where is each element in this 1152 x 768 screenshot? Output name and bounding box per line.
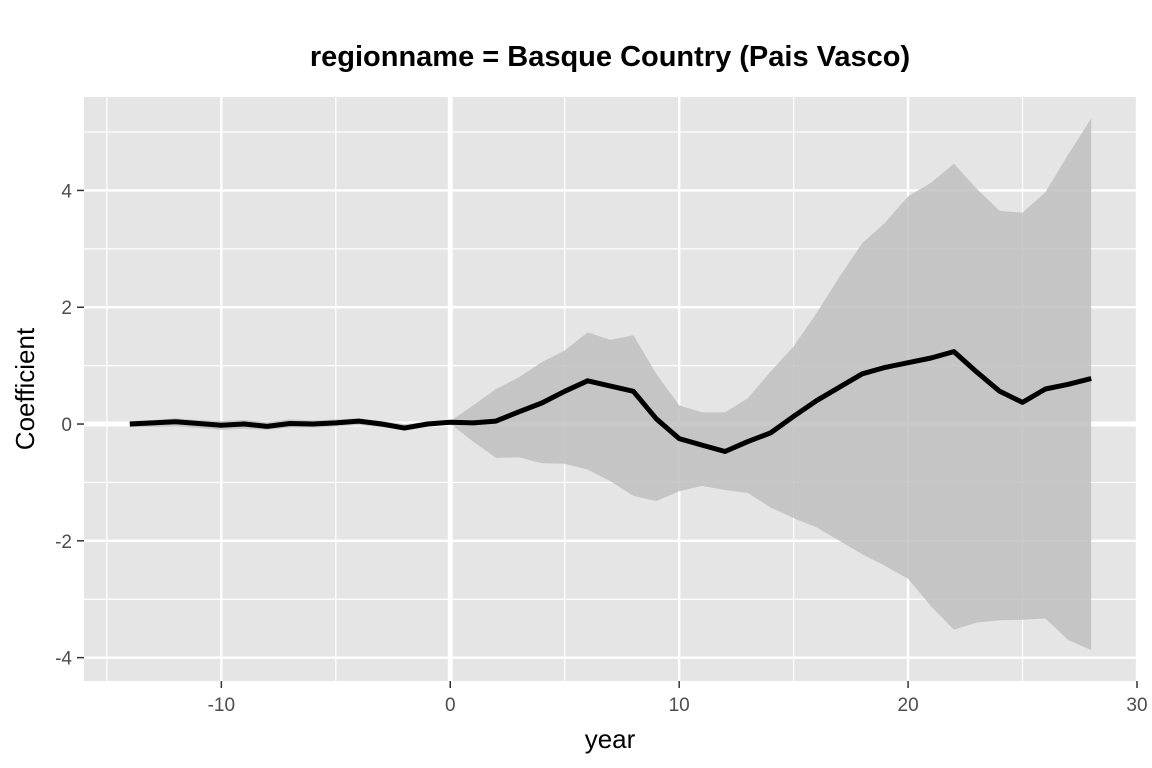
x-tick-label: 0: [445, 695, 456, 716]
y-tick-label: 2: [61, 298, 72, 319]
y-tick-label: -2: [55, 532, 72, 553]
chart-title: regionname = Basque Country (Pais Vasco): [310, 41, 910, 73]
y-tick-label: -4: [55, 649, 72, 670]
x-tick-label: 10: [669, 695, 690, 716]
x-axis-title: year: [585, 724, 636, 754]
y-axis-ticks: -4 -2 0 2 4: [55, 181, 84, 670]
y-tick-label: 4: [61, 181, 72, 202]
x-axis-ticks: -10 0 10 20 30: [208, 681, 1148, 716]
x-tick-label: 30: [1126, 695, 1147, 716]
x-tick-label: 20: [898, 695, 919, 716]
coefficient-line: [129, 349, 1092, 454]
y-tick-label: 0: [61, 415, 72, 436]
x-tick-label: -10: [208, 695, 235, 716]
y-axis-title: Coefficient: [10, 327, 40, 450]
